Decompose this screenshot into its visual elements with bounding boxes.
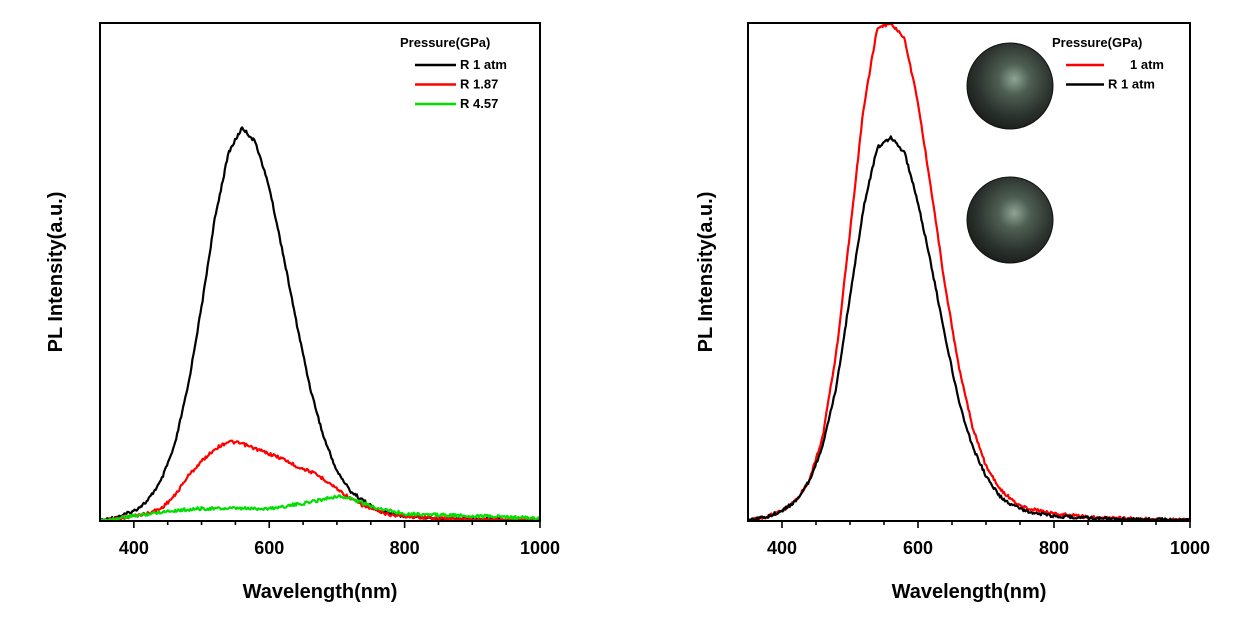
series-line-2-2 (747, 135, 1191, 522)
sample-photo-released (966, 176, 1054, 264)
x-tick-label: 1000 (520, 538, 560, 558)
x-tick-label: 800 (1039, 538, 1069, 558)
legend-label: 1 atm (1130, 57, 1164, 72)
chart-panel-right: 400 600 800 1000 Wavelength(nm) PL Intensity(… (695, 21, 1210, 603)
series-line-1-3 (99, 494, 541, 522)
x-tick-label: 600 (254, 538, 284, 558)
legend-label: R 4.57 (460, 96, 498, 111)
sample-photo-1-atm (966, 42, 1054, 130)
x-tick-label: 800 (390, 538, 420, 558)
legend: Pressure(GPa) 1 atm R 1 atm (1052, 35, 1164, 92)
y-axis-title: PL Intensity(a.u.) (45, 192, 67, 353)
x-axis-title: Wavelength(nm) (243, 581, 398, 603)
legend: Pressure(GPa) R 1 atm R 1.87 R 4.57 (400, 35, 507, 111)
y-axis-title: PL Intensity(a.u.) (695, 192, 717, 353)
legend-title: Pressure(GPa) (1052, 35, 1142, 50)
x-tick-label: 400 (767, 538, 797, 558)
chart-panel-left: 400 600 800 1000 Wavelength(nm) PL Intensity(… (45, 22, 560, 603)
legend-label: R 1 atm (1108, 77, 1155, 92)
legend-label: R 1 atm (460, 57, 507, 72)
x-tick-label: 1000 (1170, 538, 1210, 558)
plot-frame (747, 22, 1191, 522)
plot-frame (99, 22, 541, 522)
x-axis-title: Wavelength(nm) (892, 581, 1047, 603)
legend-title: Pressure(GPa) (400, 35, 490, 50)
x-tick-label: 400 (119, 538, 149, 558)
x-tick-label: 600 (903, 538, 933, 558)
series-line-1-2 (99, 439, 540, 522)
series-line-1-1 (99, 126, 541, 522)
legend-label: R 1.87 (460, 77, 498, 92)
